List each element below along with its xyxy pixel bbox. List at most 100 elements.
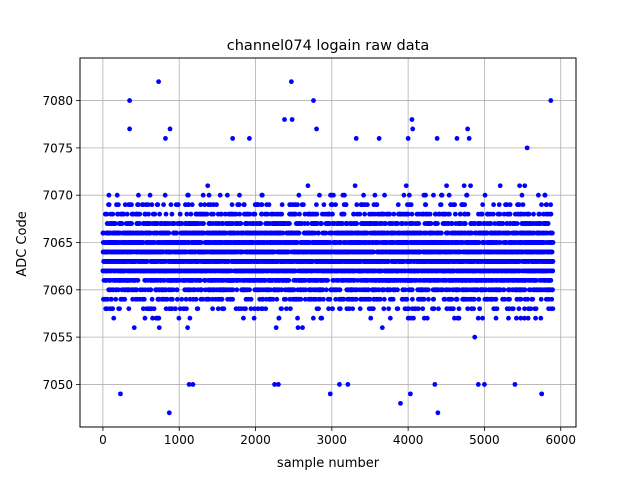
data-point	[149, 202, 154, 207]
data-point	[368, 316, 373, 321]
data-point	[188, 212, 193, 217]
data-point	[186, 193, 191, 198]
data-point	[410, 287, 415, 292]
data-point	[274, 325, 279, 330]
data-point	[353, 183, 358, 188]
data-point	[129, 221, 134, 226]
data-point	[449, 297, 454, 302]
data-point	[242, 202, 247, 207]
data-point	[480, 212, 485, 217]
data-point	[375, 202, 380, 207]
data-point	[111, 316, 116, 321]
data-point	[409, 202, 414, 207]
data-point	[480, 202, 485, 207]
data-point	[107, 202, 112, 207]
data-point	[185, 325, 190, 330]
data-point	[435, 221, 440, 226]
data-point	[163, 193, 168, 198]
data-point	[319, 316, 324, 321]
data-point	[157, 325, 162, 330]
data-point	[157, 212, 162, 217]
data-point	[297, 231, 302, 236]
data-point	[382, 193, 387, 198]
data-point	[241, 316, 246, 321]
data-point	[381, 306, 386, 311]
data-point	[471, 306, 476, 311]
data-point	[176, 316, 181, 321]
data-point	[237, 212, 242, 217]
data-point	[142, 297, 147, 302]
data-point	[167, 231, 172, 236]
data-point	[230, 297, 235, 302]
data-point	[298, 297, 303, 302]
data-point	[324, 287, 329, 292]
data-point	[457, 306, 462, 311]
data-point	[194, 297, 199, 302]
data-point	[405, 297, 410, 302]
data-point	[150, 297, 155, 302]
data-point	[380, 325, 385, 330]
data-point	[136, 193, 141, 198]
data-point	[190, 202, 195, 207]
data-point	[395, 287, 400, 292]
data-point	[440, 193, 445, 198]
data-point	[113, 297, 118, 302]
data-point	[296, 193, 301, 198]
data-point	[362, 212, 367, 217]
data-point	[263, 306, 268, 311]
data-point	[476, 316, 481, 321]
data-point	[195, 306, 200, 311]
data-point	[152, 212, 157, 217]
data-point	[260, 193, 265, 198]
data-point	[350, 306, 355, 311]
data-point	[462, 183, 467, 188]
data-point	[218, 193, 223, 198]
data-point	[225, 193, 230, 198]
data-point	[295, 316, 300, 321]
data-point	[466, 212, 471, 217]
data-point	[258, 221, 263, 226]
data-point	[164, 212, 169, 217]
data-point	[462, 202, 467, 207]
data-point	[316, 231, 321, 236]
data-point	[297, 212, 302, 217]
data-point	[280, 202, 285, 207]
data-point	[354, 297, 359, 302]
data-point	[253, 212, 258, 217]
data-point	[416, 221, 421, 226]
data-point	[110, 212, 115, 217]
data-point	[423, 202, 428, 207]
data-point	[453, 212, 458, 217]
data-point	[260, 202, 265, 207]
data-point	[221, 306, 226, 311]
data-point	[330, 212, 335, 217]
data-point	[161, 202, 166, 207]
data-point	[156, 316, 161, 321]
data-point	[300, 325, 305, 330]
data-point	[249, 297, 254, 302]
data-point	[179, 297, 184, 302]
data-point	[201, 193, 206, 198]
data-point	[321, 297, 326, 302]
data-point	[136, 278, 141, 283]
data-point	[175, 287, 180, 292]
data-point	[330, 306, 335, 311]
data-point	[344, 202, 349, 207]
data-point	[295, 202, 300, 207]
data-point	[354, 221, 359, 226]
data-point	[365, 202, 370, 207]
data-point	[210, 306, 215, 311]
data-point	[234, 287, 239, 292]
data-point	[205, 212, 210, 217]
data-point	[463, 221, 468, 226]
data-point	[184, 306, 189, 311]
data-point	[243, 306, 248, 311]
data-point	[143, 316, 148, 321]
data-point	[237, 202, 242, 207]
data-point	[125, 212, 130, 217]
data-point	[274, 297, 279, 302]
data-point	[306, 183, 311, 188]
data-point	[382, 297, 387, 302]
data-point	[283, 297, 288, 302]
data-point	[237, 193, 242, 198]
